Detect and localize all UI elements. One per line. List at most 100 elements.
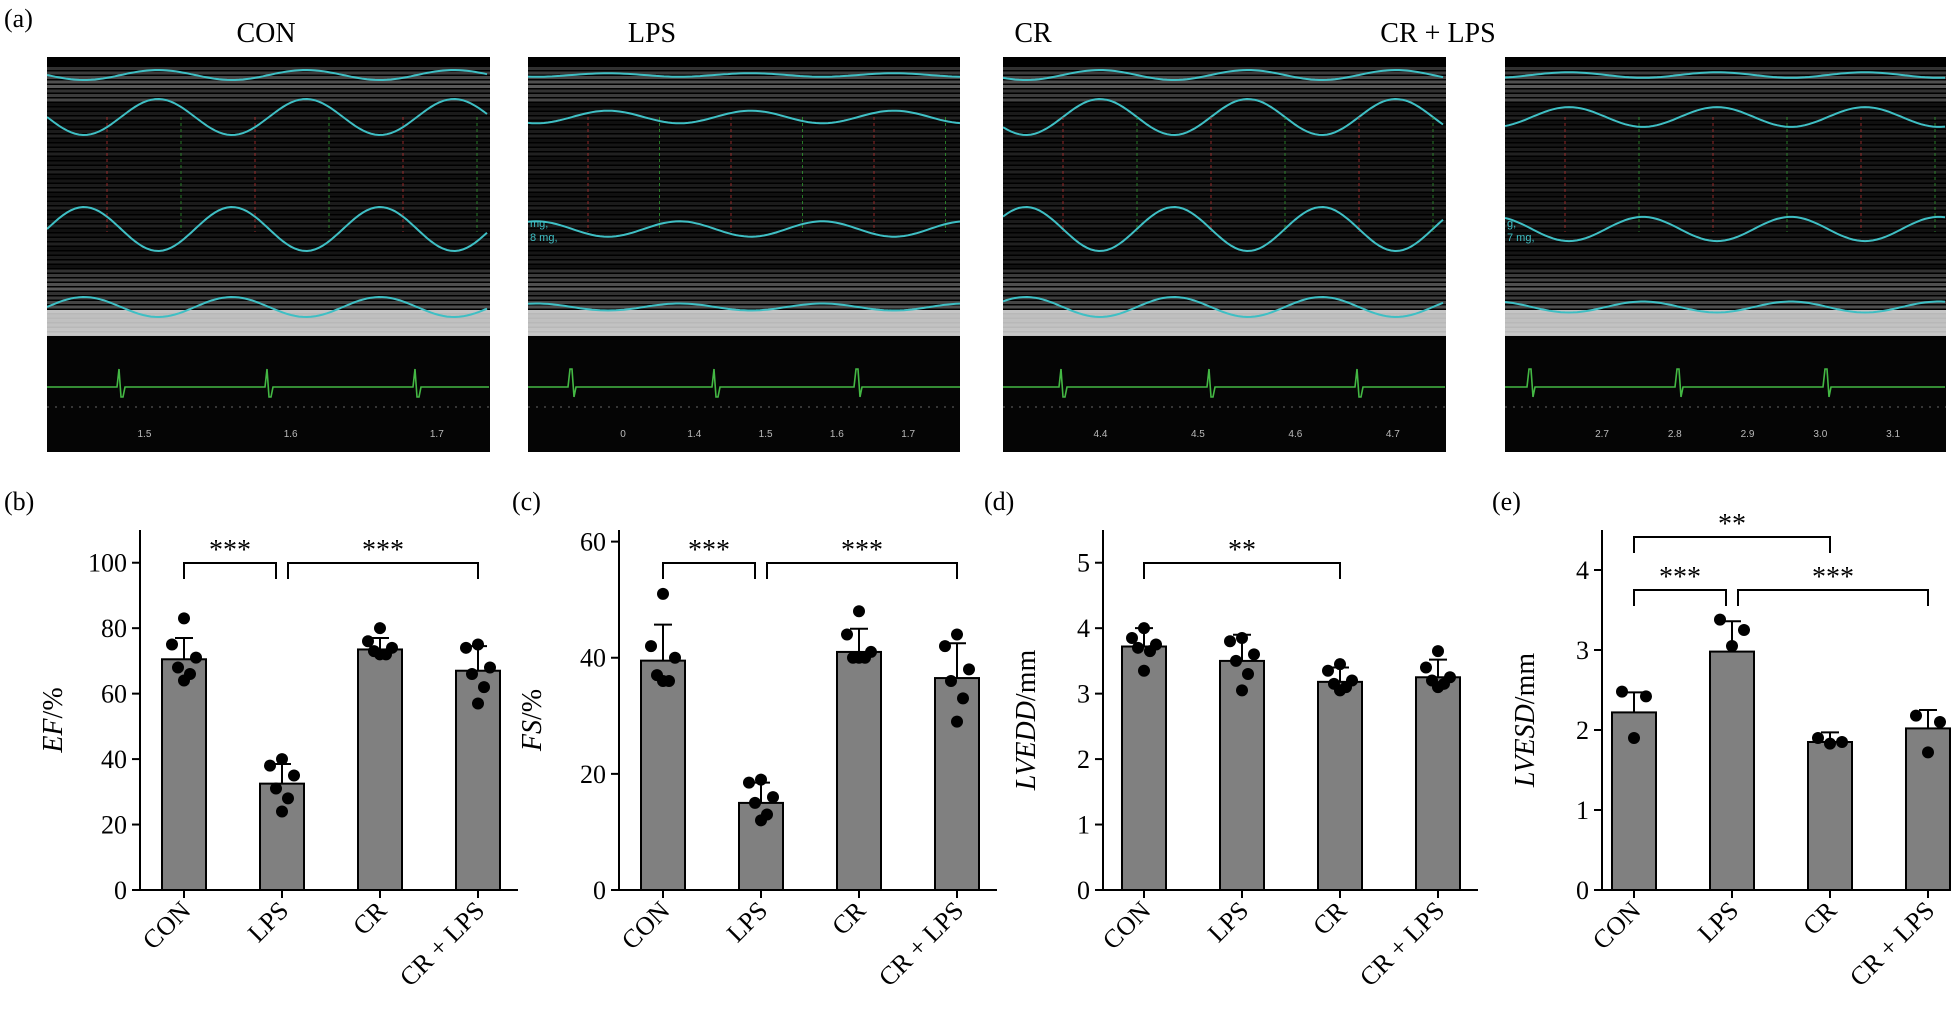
data-point [669, 651, 681, 664]
echo-time-tick: 1.5 [138, 429, 152, 440]
y-tick-label: 4 [1576, 556, 1589, 585]
data-point [460, 641, 472, 654]
data-point [362, 635, 374, 648]
data-point [1616, 685, 1628, 698]
data-point [1144, 645, 1156, 658]
data-point [276, 805, 288, 818]
data-point [743, 776, 755, 789]
data-point [1138, 622, 1150, 635]
significance-bracket [1633, 589, 1727, 606]
x-tick-label: CR + LPS [1844, 896, 1940, 992]
data-point [963, 663, 975, 676]
data-point [841, 628, 853, 641]
bar [259, 782, 305, 891]
data-point [1236, 632, 1248, 644]
panel-d-letter: (d) [984, 487, 1015, 516]
data-point [270, 782, 282, 795]
y-tick-label: 60 [101, 680, 127, 709]
data-point [853, 605, 865, 618]
data-point [1248, 648, 1260, 661]
significance-label: ** [1718, 509, 1746, 540]
echo-time-tick: 4.7 [1386, 429, 1400, 440]
data-point [1230, 654, 1242, 667]
data-point [1432, 645, 1444, 658]
data-point [374, 622, 386, 635]
x-tick-label: CR [1797, 895, 1842, 940]
data-point [472, 697, 484, 710]
y-tick-label: 3 [1576, 636, 1589, 665]
data-point [853, 651, 865, 664]
echo-time-tick: 4.4 [1094, 429, 1108, 440]
data-point [1836, 736, 1848, 748]
y-tick-label: 3 [1077, 680, 1090, 709]
data-point [1322, 664, 1334, 677]
y-tick-label: 5 [1077, 549, 1090, 578]
y-tick-label: 1 [1077, 811, 1090, 840]
bar [161, 658, 207, 891]
echo-mmode-graphic: 4.4 4.5 4.6 4.7 [1003, 57, 1446, 452]
data-point [282, 792, 294, 805]
y-tick-label: 2 [1576, 716, 1589, 745]
data-point [1824, 737, 1836, 750]
bar [1415, 676, 1461, 891]
data-point [178, 674, 190, 687]
data-point [945, 674, 957, 687]
panel-c-letter: (c) [512, 487, 541, 516]
significance-bracket [766, 562, 958, 579]
x-tick-label: CR + LPS [1354, 896, 1450, 992]
bar [357, 648, 403, 891]
data-point [484, 661, 496, 674]
significance-bracket [287, 562, 479, 579]
echo-time-tick: 3.1 [1886, 429, 1900, 440]
echo-time-tick: 2.9 [1741, 429, 1755, 440]
x-tick-label: CR [347, 895, 392, 940]
echo-image-con: 1.5 1.6 1.7 [47, 57, 490, 452]
echo-mmode-graphic: 1.5 1.6 1.7 [47, 57, 490, 452]
significance-label: *** [209, 535, 251, 566]
data-point [657, 587, 669, 600]
echo-side-label: 7 mg, [1507, 232, 1535, 244]
echo-time-tick: 2.8 [1668, 429, 1682, 440]
bar [934, 677, 980, 891]
echo-side-label: 8 mg, [530, 232, 558, 244]
bar-chart-1: 0 20 40 60 FS/% CON LPS CR CR + LPS *** *** [517, 528, 997, 992]
echo-time-tick: 0 [620, 429, 626, 440]
data-point [276, 753, 288, 766]
data-point [1714, 613, 1726, 626]
bar [1807, 741, 1853, 891]
echo-image-lps: 0 1.4 1.5 1.6 1.7 mg, 8 mg, [528, 57, 960, 452]
x-tick-label: CR + LPS [873, 896, 969, 992]
x-tick-label: CON [1097, 896, 1156, 955]
data-point [767, 791, 779, 804]
data-point [478, 681, 490, 694]
data-point [472, 638, 484, 651]
echo-time-tick: 1.7 [901, 429, 915, 440]
y-tick-label: 0 [114, 876, 127, 905]
data-point [1224, 635, 1236, 648]
significance-bracket [1737, 589, 1929, 606]
significance-label: *** [688, 535, 730, 566]
data-point [178, 612, 190, 625]
x-tick-label: CR [1307, 895, 1352, 940]
x-tick-label: CON [1587, 896, 1646, 955]
x-tick-label: CR + LPS [394, 896, 490, 992]
echo-image-cr-lps: 2.7 2.8 2.9 3.0 3.1 g, 7 mg, [1505, 57, 1946, 452]
significance-label: *** [1659, 562, 1701, 593]
panel-b-letter: (b) [4, 487, 35, 516]
data-point [645, 640, 657, 653]
bar [1317, 680, 1363, 892]
echo-side-label: mg, [530, 218, 548, 230]
y-tick-label: 0 [1077, 876, 1090, 905]
data-point [1126, 632, 1138, 644]
x-tick-label: LPS [721, 896, 773, 948]
data-point [1334, 684, 1346, 697]
data-point [1812, 732, 1824, 744]
data-point [1726, 640, 1738, 652]
echo-title-con: CON [236, 18, 296, 49]
y-tick-label: 20 [580, 760, 606, 789]
data-point [1242, 668, 1254, 680]
data-point [374, 648, 386, 661]
y-axis-label: LVEDD/mm [1011, 650, 1042, 792]
echo-title-cr-lps: CR + LPS [1380, 18, 1496, 49]
echo-time-tick: 3.0 [1813, 429, 1827, 440]
